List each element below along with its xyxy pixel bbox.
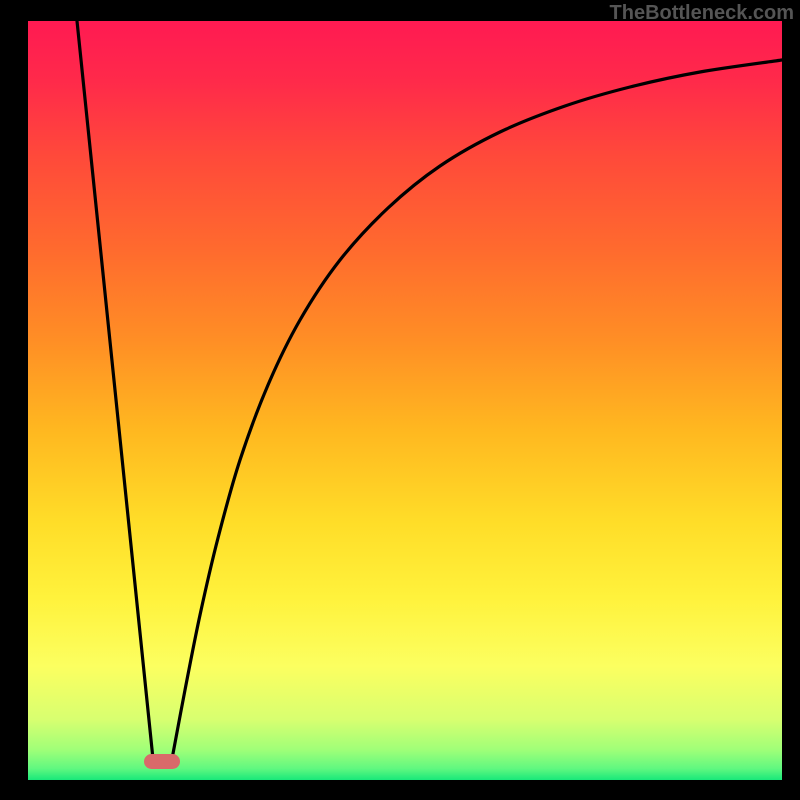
chart-container	[28, 21, 782, 780]
bottleneck-curve	[28, 21, 782, 780]
optimal-marker	[144, 754, 180, 769]
attribution-label: TheBottleneck.com	[610, 2, 794, 25]
